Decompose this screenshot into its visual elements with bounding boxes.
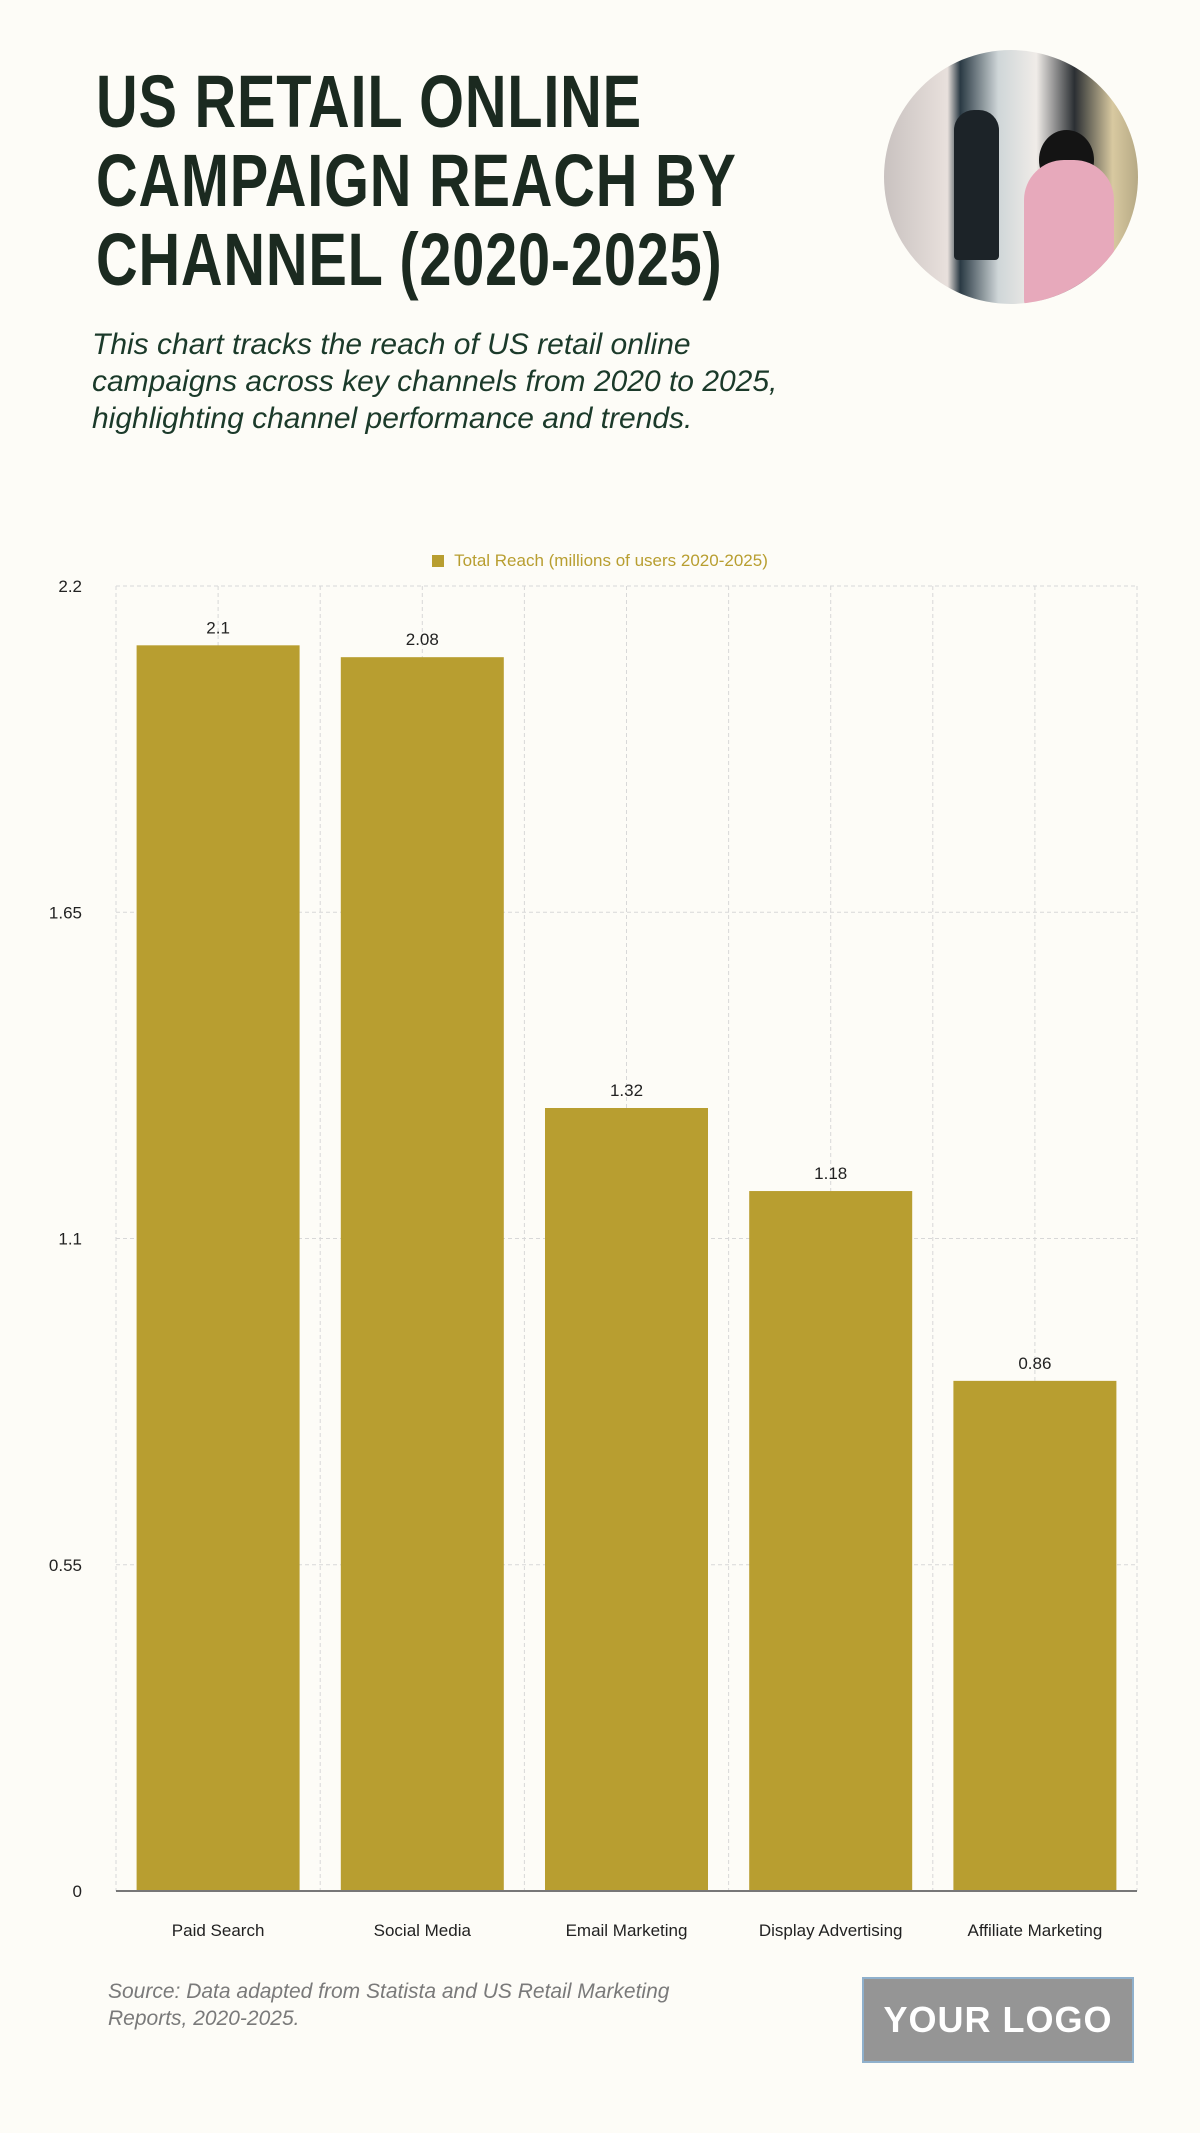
source-note: Source: Data adapted from Statista and U… [108,1978,669,2032]
shoppers-photo [884,50,1138,304]
x-tick-label: Affiliate Marketing [967,1921,1102,1940]
source-line: Source: Data adapted from Statista and U… [108,1980,670,2003]
x-tick-label: Email Marketing [566,1921,688,1940]
data-label: 2.08 [406,630,439,649]
bar-social-media [340,657,504,1891]
legend-swatch [432,555,445,567]
data-label: 1.32 [610,1081,643,1100]
page-title: US RETAIL ONLINE CAMPAIGN REACH BY CHANN… [96,62,860,299]
subtitle-line: This chart tracks the reach of US retail… [92,328,691,361]
data-label: 2.1 [206,618,230,637]
data-label: 0.86 [1018,1354,1051,1373]
bar-affiliate-marketing [953,1380,1117,1891]
title-line: US RETAIL ONLINE [96,60,642,143]
chart-legend: Total Reach (millions of users 2020-2025… [0,551,1200,571]
bar-display-advertising [749,1191,913,1891]
y-tick-label: 0.55 [49,1556,82,1575]
subtitle-line: highlighting channel performance and tre… [92,402,693,435]
bar-email-marketing [545,1108,708,1891]
subtitle: This chart tracks the reach of US retail… [92,326,892,437]
source-line: Reports, 2020-2025. [108,2007,300,2030]
data-label: 1.18 [814,1164,847,1183]
legend-label: Total Reach (millions of users 2020-2025… [454,551,768,570]
x-tick-label: Paid Search [172,1921,265,1940]
subtitle-line: campaigns across key channels from 2020 … [92,365,778,398]
title-line: CAMPAIGN REACH BY [96,139,737,222]
x-tick-label: Social Media [374,1921,472,1940]
y-tick-label: 0 [73,1882,82,1901]
x-tick-label: Display Advertising [759,1921,903,1940]
y-tick-label: 1.1 [58,1230,82,1249]
bar-paid-search [136,645,300,1892]
y-tick-label: 2.2 [58,577,82,596]
title-line: CHANNEL (2020-2025) [96,218,723,301]
logo-placeholder: YOUR LOGO [862,1977,1134,2063]
y-tick-label: 1.65 [49,903,82,922]
